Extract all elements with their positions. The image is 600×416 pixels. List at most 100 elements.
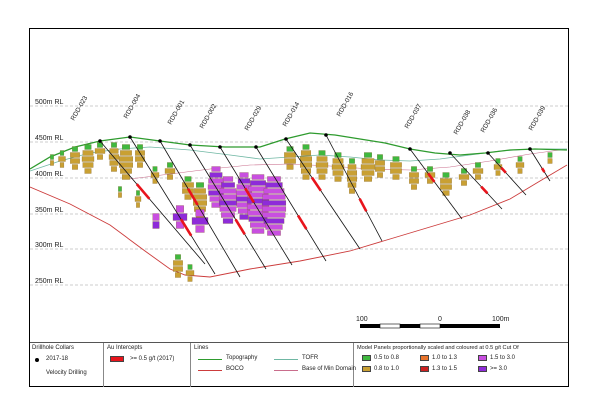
model-panel-84 [262,194,286,200]
model-panel-48 [211,166,221,172]
tofr-line-swatch [274,359,298,360]
drillhole-trace-4 [219,146,293,266]
model-panel-79 [250,222,266,228]
model-panel-22 [122,144,130,150]
model-panel-94 [195,209,205,217]
model-panel-12 [82,162,94,168]
model-panel-42 [196,182,204,188]
model-panel-140 [409,178,419,184]
model-panel-8 [72,164,78,170]
model-panel-83 [263,188,285,194]
model-panel-171 [134,196,142,202]
model-panel-164 [173,260,183,266]
model-panel-115 [332,158,344,164]
model-panel-135 [390,162,402,168]
au-intercept-4-0 [244,187,255,204]
model-panel-15 [94,148,106,154]
model-panel-154 [475,174,481,180]
scale-bar-seg-1 [360,324,380,328]
model-panel-25 [119,162,133,168]
legend-collars-item-2: Velocity Drilling [46,370,87,376]
hole-label-rdd-029: RDD-029 [244,105,264,132]
au-intercept-9-1 [480,185,489,195]
model-panel-49 [209,172,223,178]
model-panel-6 [70,152,80,158]
model-panel-138 [411,166,417,172]
panel-swatch-ge3 [478,366,487,372]
model-panel-0 [50,154,54,160]
model-panel-95 [191,217,209,225]
model-panel-150 [458,174,470,180]
model-panel-96 [195,225,205,233]
legend-lines-topography: Topography [226,355,258,361]
drillhole-collar-4 [218,145,222,149]
model-panel-28 [137,144,143,150]
scale-label-mid: 0 [438,316,442,323]
model-panel-104 [300,150,312,156]
boco-line [30,164,568,278]
au-intercept-6-0 [310,176,322,192]
drillhole-trace-8 [409,148,463,220]
model-panel-146 [440,178,452,184]
legend-lines-base-min: Base of Min Domain [302,366,357,372]
model-panel-9 [84,144,92,150]
hole-label-rdd-039: RDD-039 [528,105,548,132]
model-panel-98 [152,221,160,229]
model-panel-167 [187,264,193,270]
legend-lines-tofr: TOFR [302,355,319,361]
legend-collars-title: Drillhole Collars [32,345,75,351]
scale-bar [360,323,500,329]
drillhole-trace-5 [255,146,327,262]
model-panel-134 [392,156,400,162]
model-panel-13 [84,168,92,174]
model-panel-17 [111,142,117,148]
model-panel-111 [315,162,329,168]
model-panel-168 [185,270,195,276]
model-panel-128 [361,170,375,176]
topography-line-swatch [198,359,222,360]
legend-divider-1 [103,343,104,387]
model-panel-136 [390,168,402,174]
model-panel-16 [97,154,103,160]
scale-label-right: 100m [492,316,510,323]
collar-dot-icon [35,358,39,362]
legend: Drillhole Collars 2017-18 Velocity Drill… [30,342,568,387]
model-panel-10 [82,150,94,156]
model-panel-101 [284,158,296,164]
model-panel-125 [364,152,372,158]
model-panel-163 [175,254,181,260]
cross-section: 500m RL 450m RL 400m RL 350m RL 300m RL … [30,91,568,329]
hole-label-rdd-014: RDD-014 [282,101,302,128]
base-min-line-swatch [274,370,298,371]
scale-bar-seg-3 [400,324,420,328]
rl-label-500: 500m RL [35,99,64,106]
drillhole-trace-0 [99,140,206,265]
drillhole-collar-10 [486,151,490,155]
model-panel-81 [267,176,281,182]
model-panel-119 [349,158,355,164]
legend-intercepts-item: >= 0.5 g/t (2017) [130,356,175,362]
hole-label-rdd-016: RDD-016 [336,91,356,118]
model-panel-21 [111,166,117,172]
au-intercept-0-0 [135,183,151,200]
rl-label-400: 400m RL [35,171,64,178]
legend-panel-10-13: 1.0 to 1.3 [432,355,458,361]
legend-lines-boco: BOCO [226,366,244,372]
model-panel-1 [50,160,54,166]
model-panel-174 [118,192,122,198]
hole-label-rdd-001: RDD-001 [167,99,187,126]
model-panel-169 [187,276,193,282]
model-panel-59 [218,200,238,206]
drillhole-collar-11 [528,147,532,151]
figure-frame: 500m RL 450m RL 400m RL 350m RL 300m RL … [29,28,569,387]
rl-gridlines [30,105,568,286]
intercept-swatch [110,356,124,362]
hole-label-rdd-002: RDD-002 [199,103,219,130]
au-intercept-8-0 [427,172,436,183]
model-panel-55 [222,176,234,182]
model-panel-131 [375,160,385,166]
legend-panels-title: Model Panels proportionally scaled and c… [357,345,519,351]
model-panel-72 [250,180,266,186]
model-panel-88 [263,218,285,224]
scale-label-left: 100 [356,316,368,323]
